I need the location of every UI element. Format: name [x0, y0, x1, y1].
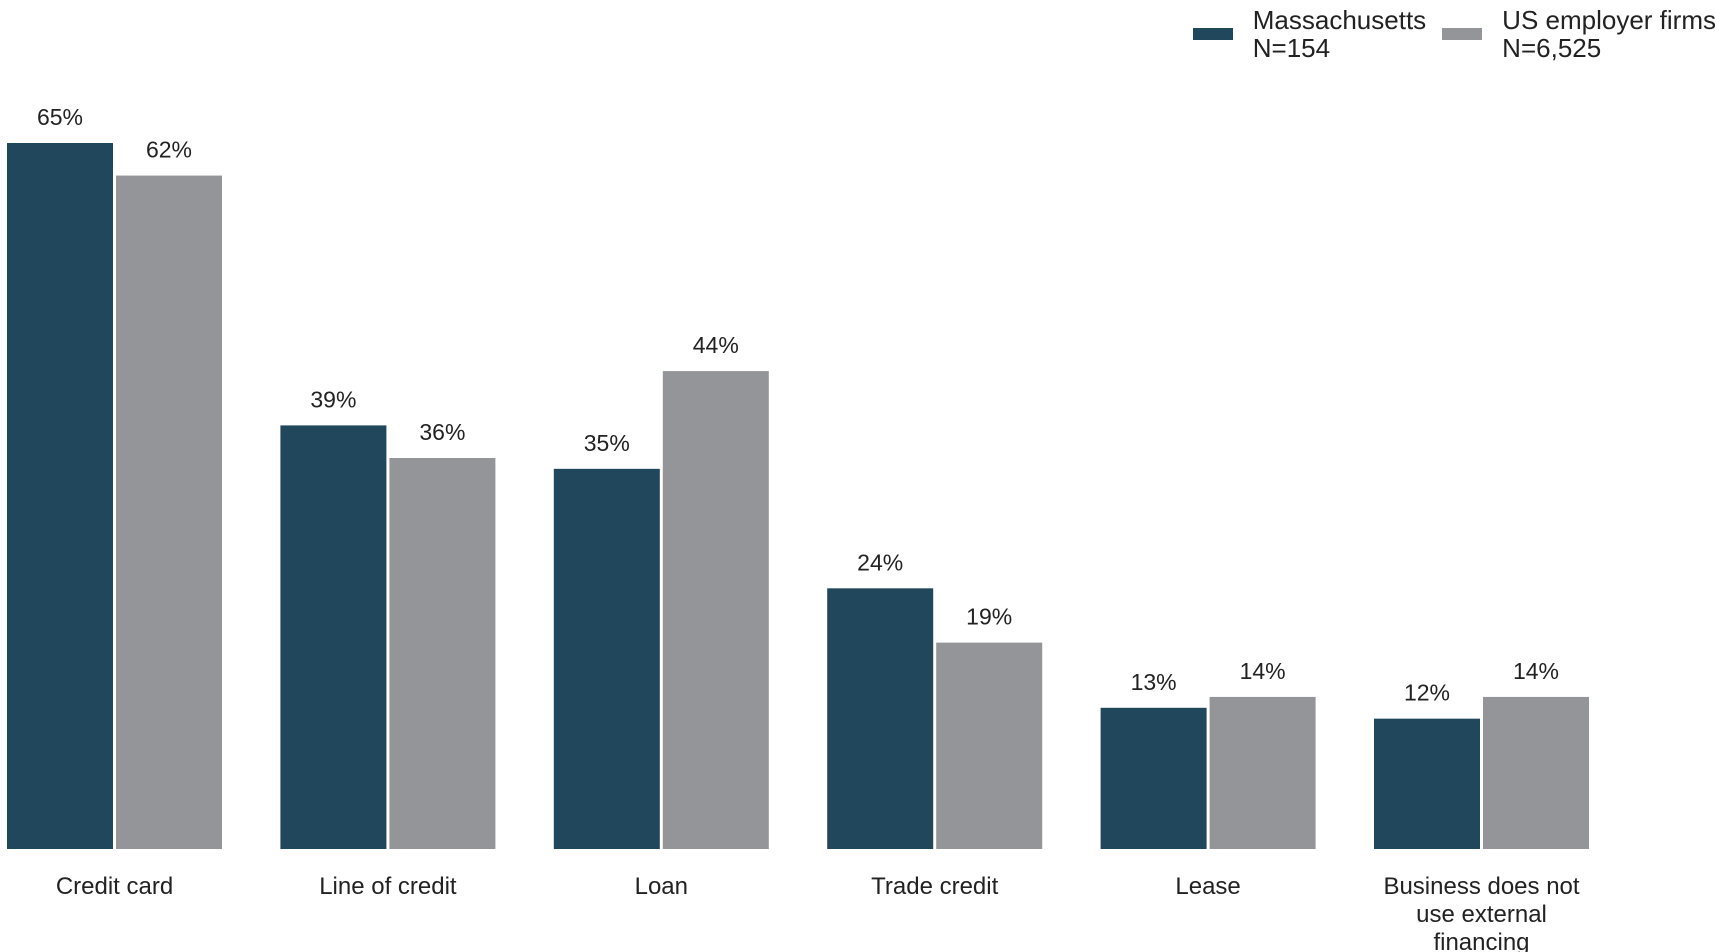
legend-name: US employer firms — [1502, 5, 1716, 35]
data-label: 19% — [966, 604, 1012, 630]
bar — [280, 425, 387, 849]
data-label: 12% — [1404, 680, 1450, 706]
data-label: 36% — [419, 419, 465, 445]
bar — [1100, 707, 1207, 849]
bar — [553, 468, 660, 849]
legend-label-us-employer-firms: US employer firms N=6,525 — [1502, 6, 1716, 62]
legend-item-us-employer-firms: US employer firms N=6,525 — [1442, 6, 1716, 62]
category-label: Loan — [635, 873, 688, 900]
bar — [662, 371, 769, 849]
legend-sublabel: N=154 — [1252, 33, 1331, 63]
data-label: 14% — [1240, 658, 1286, 684]
category-label: financing — [1433, 929, 1529, 952]
legend-sublabel: N=6,525 — [1502, 33, 1602, 63]
bar — [1374, 718, 1480, 849]
data-label: 24% — [857, 549, 903, 575]
bar — [1209, 696, 1316, 849]
legend-name: Massachusetts — [1252, 5, 1427, 35]
bar — [7, 143, 113, 849]
data-label: 13% — [1131, 669, 1177, 695]
bar — [827, 588, 934, 849]
legend-swatch-us-employer-firms — [1442, 28, 1483, 40]
bar — [116, 175, 222, 850]
bar — [389, 457, 496, 849]
legend-label-massachusetts: Massachusetts N=154 — [1253, 6, 1426, 62]
legend-item-massachusetts: Massachusetts N=154 — [1192, 6, 1426, 62]
category-label: use external — [1416, 901, 1547, 928]
category-label: Business does not — [1383, 873, 1579, 900]
bar — [1483, 696, 1589, 849]
category-label: Credit card — [56, 873, 173, 900]
legend-swatch-massachusetts — [1192, 28, 1233, 40]
data-label: 35% — [584, 430, 630, 456]
data-label: 44% — [693, 332, 739, 358]
data-label: 39% — [310, 386, 356, 412]
data-label: 14% — [1513, 658, 1559, 684]
bar — [936, 642, 1043, 849]
category-label: Trade credit — [871, 873, 998, 900]
category-label: Lease — [1175, 873, 1240, 900]
legend: Massachusetts N=154 US employer firms N=… — [1192, 6, 1716, 62]
data-label: 62% — [146, 137, 192, 163]
data-label: 65% — [37, 104, 83, 130]
category-label: Line of credit — [319, 873, 457, 900]
